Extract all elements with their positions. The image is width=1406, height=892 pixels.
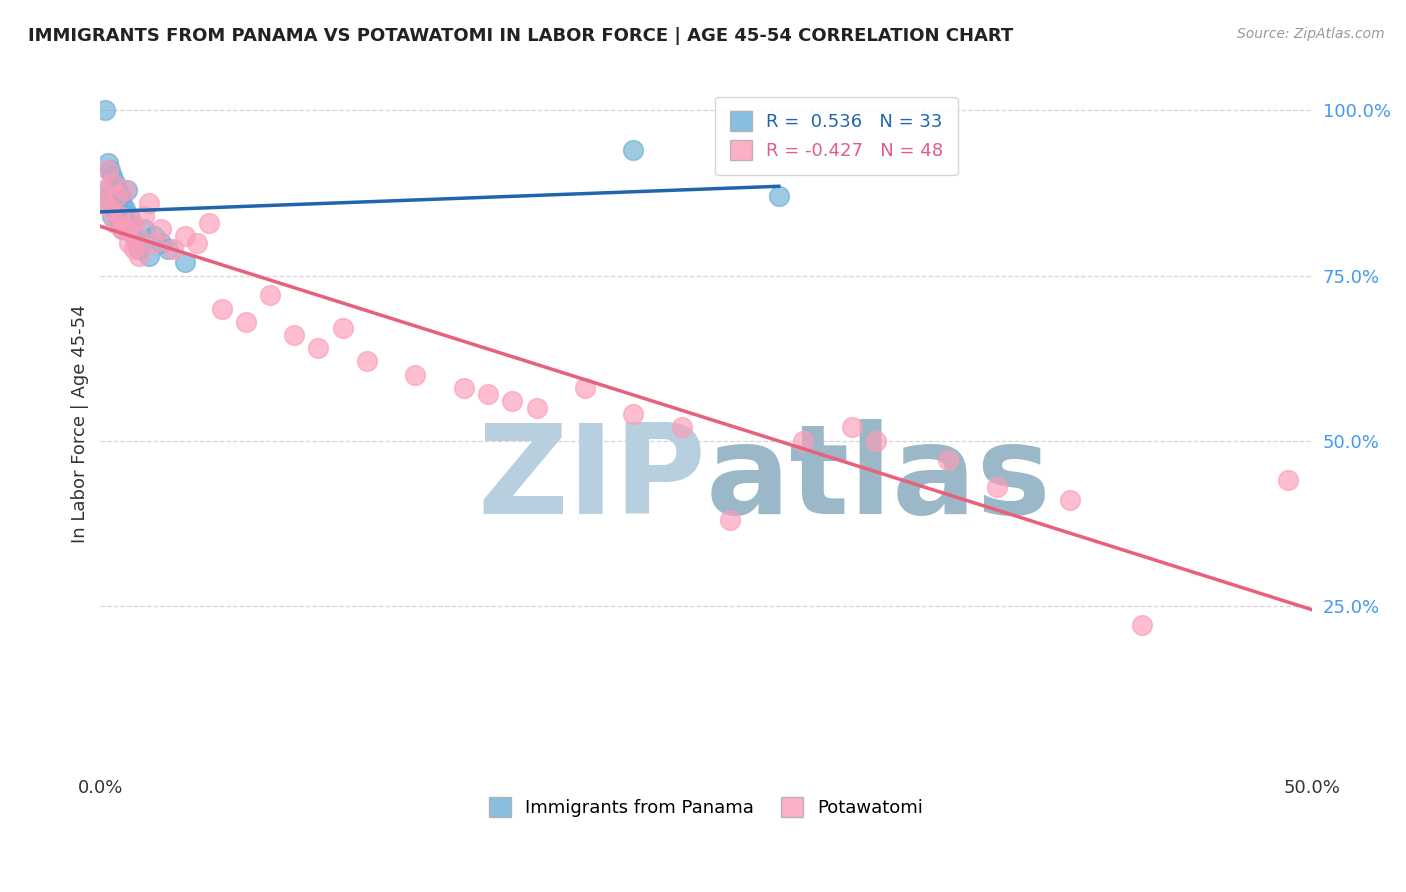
- Point: [162, 242, 184, 256]
- Point: [105, 183, 128, 197]
- Point: [235, 315, 257, 329]
- Point: [114, 216, 136, 230]
- Point: [623, 143, 645, 157]
- Point: [104, 216, 127, 230]
- Point: [404, 368, 426, 382]
- Text: IMMIGRANTS FROM PANAMA VS POTAWATOMI IN LABOR FORCE | AGE 45-54 CORRELATION CHAR: IMMIGRANTS FROM PANAMA VS POTAWATOMI IN …: [28, 27, 1014, 45]
- Text: Source: ZipAtlas.com: Source: ZipAtlas.com: [1237, 27, 1385, 41]
- Point: [108, 189, 131, 203]
- Text: atlas: atlas: [706, 419, 1052, 540]
- Point: [91, 195, 114, 210]
- Point: [124, 242, 146, 256]
- Point: [132, 209, 155, 223]
- Point: [98, 162, 121, 177]
- Point: [108, 216, 131, 230]
- Point: [718, 513, 741, 527]
- Point: [142, 228, 165, 243]
- Point: [307, 341, 329, 355]
- Point: [111, 222, 134, 236]
- Point: [124, 228, 146, 243]
- Point: [574, 381, 596, 395]
- Point: [1277, 473, 1299, 487]
- Point: [283, 327, 305, 342]
- Point: [101, 169, 124, 184]
- Point: [138, 195, 160, 210]
- Y-axis label: In Labor Force | Age 45-54: In Labor Force | Age 45-54: [72, 305, 89, 543]
- Point: [149, 235, 172, 250]
- Point: [105, 189, 128, 203]
- Point: [91, 183, 114, 197]
- Point: [105, 209, 128, 223]
- Point: [132, 222, 155, 236]
- Point: [149, 222, 172, 236]
- Point: [938, 453, 960, 467]
- Point: [118, 209, 141, 223]
- Point: [198, 216, 221, 230]
- Point: [157, 242, 180, 256]
- Point: [101, 209, 124, 223]
- Point: [356, 354, 378, 368]
- Point: [792, 434, 814, 448]
- Point: [841, 420, 863, 434]
- Legend: Immigrants from Panama, Potawatomi: Immigrants from Panama, Potawatomi: [482, 789, 931, 824]
- Point: [1059, 493, 1081, 508]
- Point: [128, 242, 150, 256]
- Point: [104, 176, 127, 190]
- Point: [97, 183, 120, 197]
- Point: [101, 176, 124, 190]
- Point: [111, 195, 134, 210]
- Point: [671, 420, 693, 434]
- Point: [97, 156, 120, 170]
- Point: [125, 235, 148, 250]
- Point: [332, 321, 354, 335]
- Point: [98, 189, 121, 203]
- Point: [115, 183, 138, 197]
- Point: [94, 103, 117, 118]
- Point: [115, 222, 138, 236]
- Point: [114, 183, 136, 197]
- Point: [98, 202, 121, 217]
- Point: [115, 222, 138, 236]
- Point: [865, 434, 887, 448]
- Point: [128, 249, 150, 263]
- Point: [174, 228, 197, 243]
- Point: [453, 381, 475, 395]
- Point: [97, 162, 120, 177]
- Point: [94, 195, 117, 210]
- Point: [211, 301, 233, 316]
- Point: [259, 288, 281, 302]
- Point: [121, 216, 143, 230]
- Point: [111, 222, 134, 236]
- Point: [526, 401, 548, 415]
- Point: [1130, 618, 1153, 632]
- Point: [125, 228, 148, 243]
- Point: [114, 202, 136, 217]
- Point: [174, 255, 197, 269]
- Point: [623, 407, 645, 421]
- Point: [104, 202, 127, 217]
- Point: [138, 249, 160, 263]
- Point: [142, 235, 165, 250]
- Text: ZIP: ZIP: [478, 419, 706, 540]
- Point: [768, 189, 790, 203]
- Point: [986, 480, 1008, 494]
- Point: [477, 387, 499, 401]
- Point: [121, 216, 143, 230]
- Point: [501, 394, 523, 409]
- Point: [186, 235, 208, 250]
- Point: [108, 209, 131, 223]
- Point: [118, 235, 141, 250]
